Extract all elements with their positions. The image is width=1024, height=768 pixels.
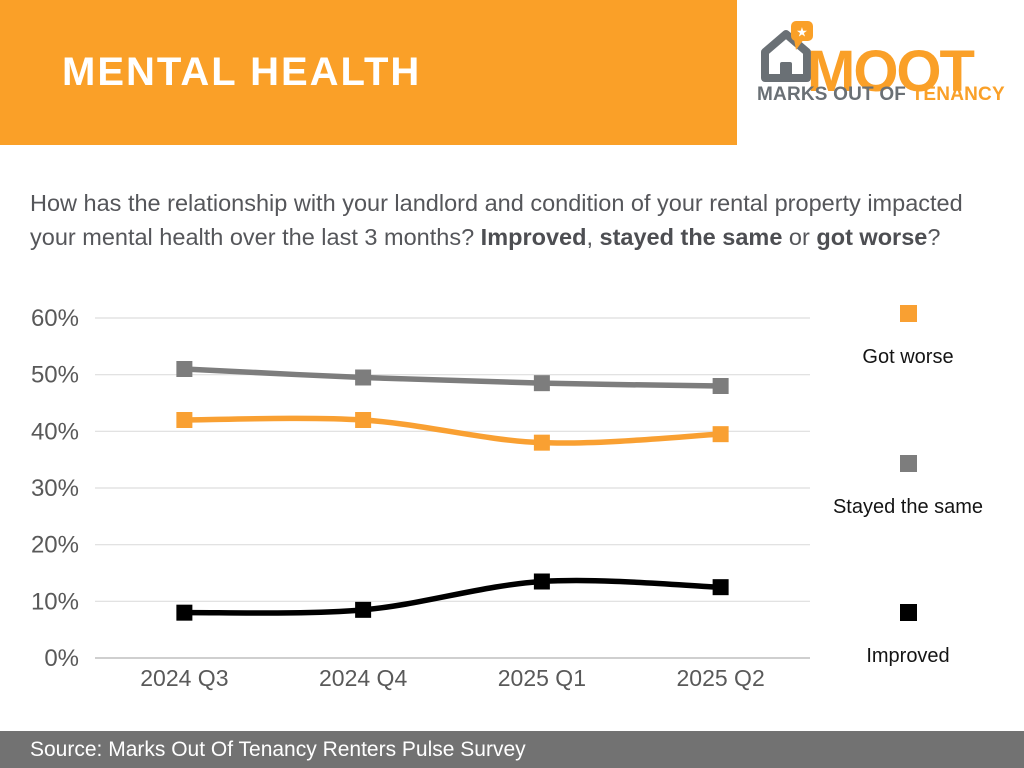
y-tick-label: 50% <box>31 362 79 389</box>
legend-item-got-worse: Got worse <box>815 305 1001 368</box>
location-pin-icon: ★ <box>791 21 813 50</box>
line-chart: 0% 10% 20% 30% 40% 50% 60% 2024 Q3 2024 Q4 2025 Q… <box>31 305 810 691</box>
legend-item-improved: Improved <box>815 604 1001 667</box>
x-tick-label: 2025 Q2 <box>677 665 765 691</box>
marker-improved-1 <box>355 601 372 618</box>
page-title: MENTAL HEALTH <box>62 50 422 94</box>
logo-acronym: MOOT <box>807 39 975 104</box>
marker-improved-0 <box>176 604 193 621</box>
y-tick-label: 20% <box>31 532 79 559</box>
legend-label-improved: Improved <box>866 645 950 667</box>
marker-improved-3 <box>712 579 729 596</box>
marker-stayed-the-same-3 <box>712 378 729 394</box>
marker-improved-2 <box>533 573 550 590</box>
door-icon <box>780 62 792 78</box>
marker-got-worse-0 <box>176 412 193 428</box>
question-text: How has the relationship with your landl… <box>30 190 963 250</box>
y-tick-label: 10% <box>31 588 79 615</box>
y-tick-label: 30% <box>31 475 79 502</box>
chart-legend: Got worse Stayed the same Improved <box>815 0 1001 768</box>
x-tick-label: 2024 Q4 <box>319 665 407 691</box>
legend-swatch-got-worse <box>899 305 917 322</box>
series-line-stayed-the-same <box>184 366 721 389</box>
legend-label-got-worse: Got worse <box>862 346 954 368</box>
legend-swatch-improved <box>899 604 917 621</box>
y-tick-label: 40% <box>31 418 79 445</box>
logo-tagline-gray: MARKS OUT OF <box>757 84 912 105</box>
house-icon: ★ <box>761 21 813 82</box>
x-tick-label: 2025 Q1 <box>498 665 586 691</box>
y-tick-label: 0% <box>44 645 79 672</box>
legend-label-stayed-the-same: Stayed the same <box>832 496 984 518</box>
marker-got-worse-1 <box>355 412 372 428</box>
marker-got-worse-2 <box>533 434 550 451</box>
marker-stayed-the-same-0 <box>176 361 193 377</box>
moot-logo: ★ MOOT MARKS OUT OF TENANCY <box>755 20 1005 112</box>
source-bar: Source: Marks Out Of Tenancy Renters Pul… <box>0 731 1024 768</box>
legend-swatch-stayed-the-same <box>899 455 917 472</box>
x-tick-label: 2024 Q3 <box>140 665 228 691</box>
source-text: Source: Marks Out Of Tenancy Renters Pul… <box>30 738 526 761</box>
legend-item-stayed-the-same: Stayed the same <box>815 455 1001 518</box>
logo-tagline: MARKS OUT OF TENANCY <box>757 84 1005 106</box>
series-line-improved <box>184 577 721 616</box>
header-band: MENTAL HEALTH <box>0 0 737 145</box>
series-line-got-worse <box>184 415 721 446</box>
star-icon: ★ <box>796 25 808 40</box>
marker-got-worse-3 <box>712 426 729 443</box>
y-tick-label: 60% <box>31 305 79 332</box>
logo-tagline-orange: TENANCY <box>911 84 1005 105</box>
marker-stayed-the-same-2 <box>533 375 550 392</box>
marker-stayed-the-same-1 <box>355 369 372 386</box>
